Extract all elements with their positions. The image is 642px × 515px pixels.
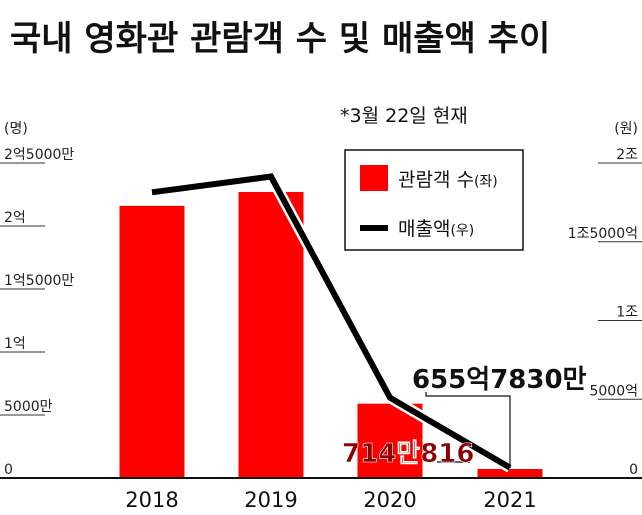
left-tick-label: 5000만 xyxy=(4,399,53,415)
bar-series xyxy=(119,191,543,479)
legend: 관람객 수(좌) 매출액(우) xyxy=(344,149,524,251)
legend-label-bar-suffix: (좌) xyxy=(474,174,498,190)
left-tick-label: 2억 xyxy=(4,210,26,226)
line-series xyxy=(151,170,513,473)
gridlines xyxy=(0,162,642,416)
bar-2021-label: 714만816 xyxy=(342,439,474,469)
chart-title: 국내 영화관 관람객 수 및 매출액 추이 xyxy=(10,19,550,59)
x-tick-label: 2020 xyxy=(363,488,416,512)
right-tick-label: 0 xyxy=(629,462,638,478)
left-axis-ticks: 0 5000만 1억 1억5000만 2억 2억5000만 xyxy=(4,147,74,478)
right-axis-ticks: 0 5000억 1조 1조5000억 2조 xyxy=(568,147,638,478)
bar-2018 xyxy=(119,205,185,478)
line-revenue xyxy=(151,173,512,471)
legend-label-line-text: 매출액 xyxy=(398,218,450,240)
x-axis-ticks: 2018 2019 2020 2021 xyxy=(125,488,536,512)
date-note: *3월 22일 현재 xyxy=(340,105,468,127)
annotations: 714만816 655억7830만 xyxy=(342,365,587,469)
right-tick-label: 1조 xyxy=(616,305,638,321)
right-axis-unit: (원) xyxy=(614,121,638,137)
x-tick-label: 2019 xyxy=(244,488,297,512)
right-tick-label: 1조5000억 xyxy=(568,226,638,242)
line-2021-label: 655억7830만 xyxy=(412,365,587,395)
line-2021-leader xyxy=(425,392,511,468)
legend-label-bar: 관람객 수(좌) xyxy=(398,169,498,191)
legend-label-bar-text: 관람객 수 xyxy=(398,169,474,191)
x-tick-label: 2021 xyxy=(483,488,536,512)
left-axis-unit: (명) xyxy=(4,121,28,137)
left-tick-label: 0 xyxy=(4,462,13,478)
right-tick-label: 2조 xyxy=(616,147,638,163)
left-tick-label: 1억 xyxy=(4,336,26,352)
legend-label-line: 매출액(우) xyxy=(398,218,474,240)
left-tick-label: 1억5000만 xyxy=(4,273,74,289)
x-tick-label: 2018 xyxy=(125,488,178,512)
right-tick-label: 5000억 xyxy=(589,383,638,399)
bar-2019 xyxy=(238,191,304,479)
legend-swatch-bar xyxy=(360,165,388,191)
left-tick-label: 2억5000만 xyxy=(4,147,74,163)
legend-label-line-suffix: (우) xyxy=(450,223,474,239)
bar-2021 xyxy=(477,469,543,478)
